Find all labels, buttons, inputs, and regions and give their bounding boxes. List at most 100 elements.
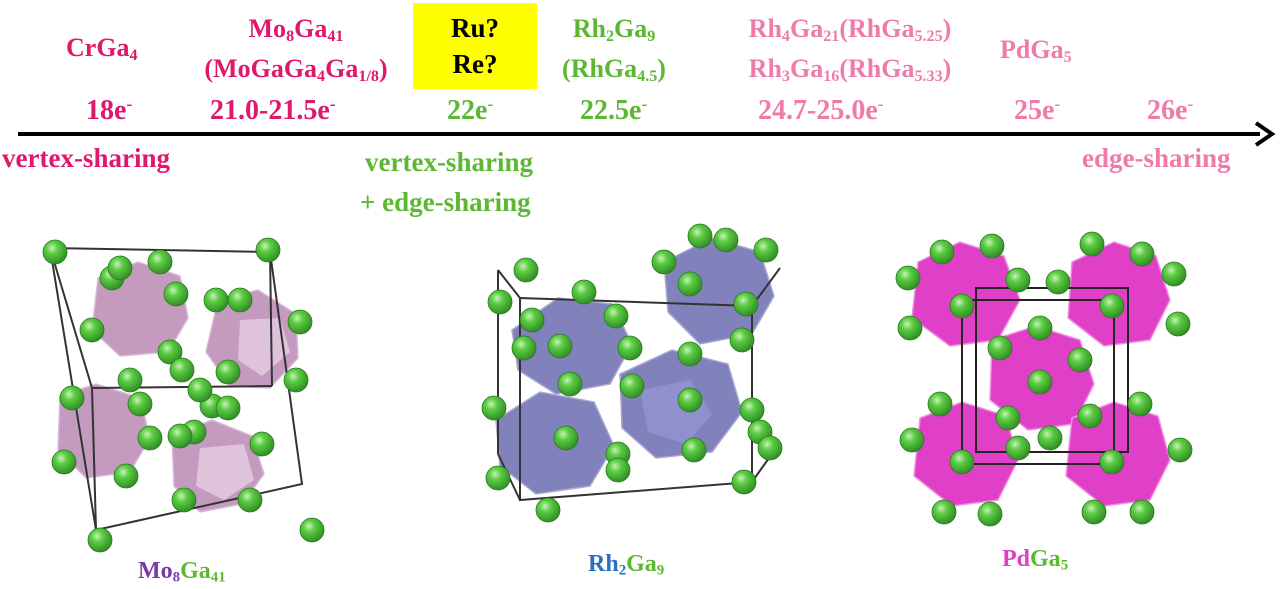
rh4ga21-line-1: Rh4Ga21(RhGa5.25) [724,14,976,45]
ga-atom [113,463,139,489]
ga-atom [481,395,507,421]
formula-text: Ga [325,54,359,83]
electron-text: 26e [1147,95,1188,126]
ga-atoms [42,223,1193,553]
label-ga: Ga [626,551,657,577]
vertex-edge-sharing-middle: vertex-sharing + edge-sharing [360,142,533,222]
ga-atom [171,487,197,513]
ru-label: Ru? [450,13,499,43]
ga-atom [927,391,953,417]
label-ga: Ga [180,558,211,584]
ga-atom [553,425,579,451]
ga-atom [949,293,975,319]
ga-atom [157,339,183,365]
formula-text: (RhGa [839,14,915,43]
mo8ga41-line-2: (MoGaGa4Ga1/8) [184,54,408,85]
mo8ga41-line-1: Mo8Ga41 [184,14,408,46]
label-mo-sub: 8 [172,569,181,586]
ru-re-highlight: Ru? Re? [413,3,537,89]
rh2ga9-line-1: Rh2Ga9 [548,14,680,45]
ga-atom [753,237,779,263]
ga-atom [227,287,253,313]
ga-atom [733,291,759,317]
formula-text: Ga [614,14,648,43]
ga-atom [1161,261,1187,287]
ga-atom [895,265,921,291]
ga-atom [1077,403,1103,429]
electron-text: 25e [1014,95,1055,126]
mo-facet [196,444,254,500]
ru-re-electron-count: 22e- [447,95,493,127]
electron-text: 18e [86,95,127,126]
formula-sub: 8 [286,28,295,46]
mo-cell-edge [49,247,93,389]
formula-text: ) [657,54,666,83]
electron-sup: - [1187,94,1194,114]
ga-atom [187,377,213,403]
ga-atom [169,357,195,383]
electron-text: 22.5e [580,95,642,126]
ga-atom [729,327,755,353]
ga-atom [1129,499,1155,525]
formula-text: Rh [748,54,782,83]
ga-atom [1081,499,1107,525]
ga-atom [299,517,325,543]
ga-atom [619,373,645,399]
mo-cell-edge [91,385,273,389]
label-rh-sub: 2 [618,562,627,579]
ga-atom [605,457,631,483]
ga-atom [255,237,281,263]
ga-atom [757,435,783,461]
formula-text: Rh [572,14,606,43]
mo8ga41-structure-label: Mo8Ga41 [138,557,226,585]
e26-electron-count: 26e- [1147,95,1193,127]
ga-atom [617,335,643,361]
formula-text: Ga [789,54,824,83]
mo-facet [238,318,290,376]
ga-atom [249,431,275,457]
electron-axis-arrow [18,121,1276,147]
ga-atom [519,307,545,333]
ga-atom [535,497,561,523]
formula-text: PdGa [1000,35,1064,64]
formula-text: ) [942,14,952,43]
arrow-head [1254,121,1276,147]
ga-atom [147,249,173,275]
ga-atom [1037,425,1063,451]
ga-atom [51,449,77,475]
ga-atom [987,335,1013,361]
pd-polyhedron [911,241,1021,347]
ga-atom [163,281,189,307]
mo-cell-edge [269,251,273,387]
formula-text: ) [942,54,952,83]
electron-text: 22e [447,95,488,126]
ga-atom [1167,437,1193,463]
ga-atom [949,449,975,475]
ga-atom [42,239,68,265]
ga-atom [127,391,153,417]
ga-atom [1127,391,1153,417]
crga4-electron-count: 18e- [86,95,132,127]
rh2ga9-structure-label: Rh2Ga9 [588,550,664,578]
ga-atom [1027,369,1053,395]
ga-atom [931,499,957,525]
ga-atom [677,387,703,413]
ga-atom [651,249,677,275]
ga-atom [1129,241,1155,267]
ga-atom [487,289,513,315]
ga-atom [203,287,229,313]
electron-text: 21.0-21.5e [210,95,330,126]
ga-atom [1099,293,1125,319]
ga-atom [117,367,143,393]
ga-atom [557,371,583,397]
ga-atom [547,333,573,359]
formula-text: (RhGa [839,54,915,83]
formula-sub: 16 [823,68,840,86]
ga-atom [713,227,739,253]
ga-atom [1005,267,1031,293]
ga-atom [215,359,241,385]
rh4ga21-formula: Rh4Ga21(RhGa5.25) Rh3Ga16(RhGa5.33) [724,14,976,86]
electron-sup: - [126,94,133,114]
formula-text: Mo [248,14,287,43]
